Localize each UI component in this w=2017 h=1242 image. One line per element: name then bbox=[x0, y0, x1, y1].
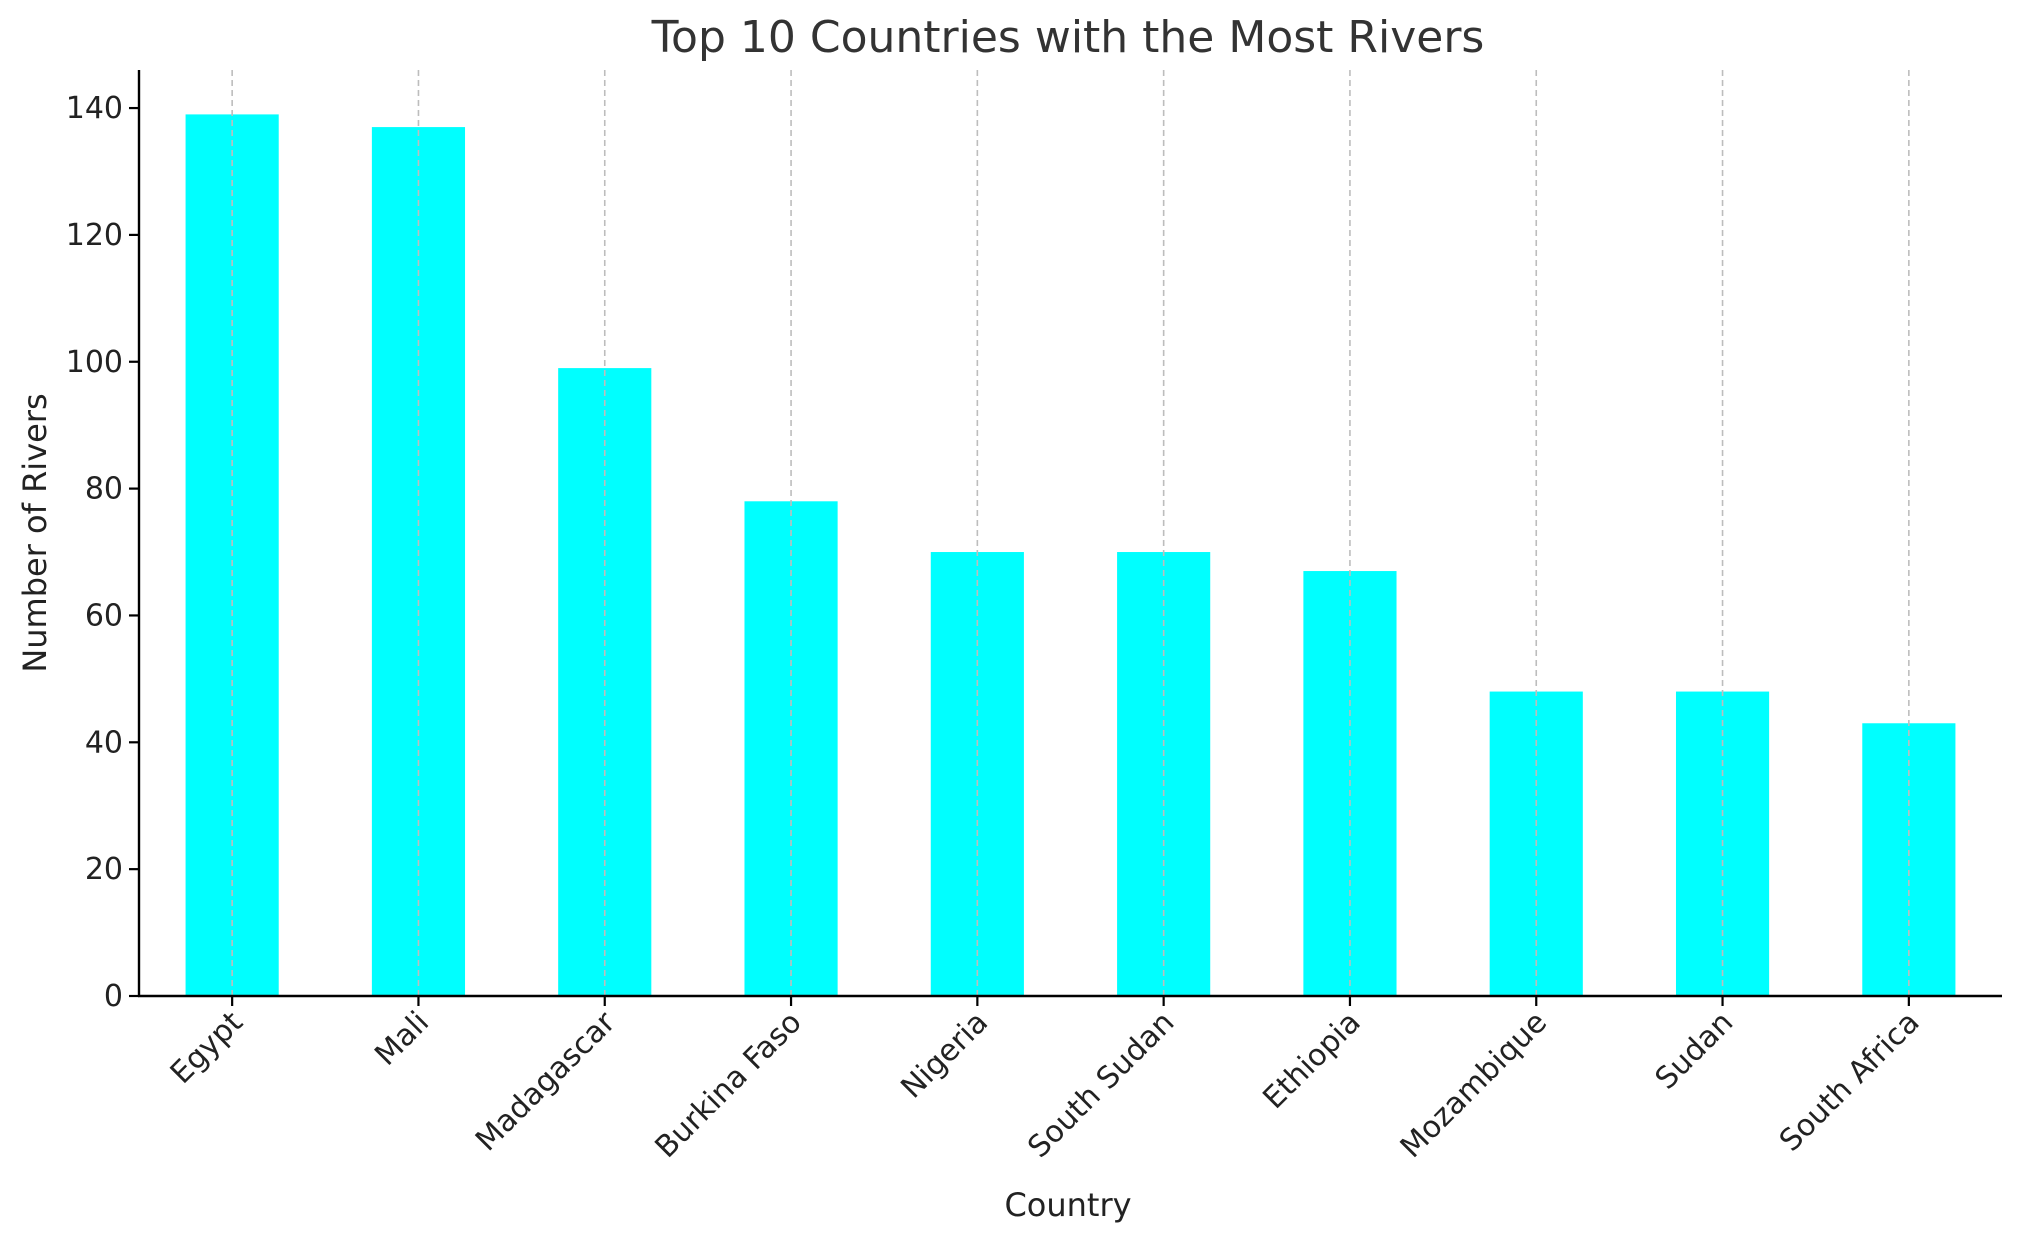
x-ticks: Egypt Mali Madagascar Burkina Faso Nigeria So… bbox=[164, 996, 1927, 1165]
chart-title: Top 10 Countries with the Most Rivers bbox=[651, 12, 1485, 63]
y-tick-label: 0 bbox=[104, 979, 123, 1014]
y-tick-label: 140 bbox=[66, 91, 123, 126]
x-tick-label: Mali bbox=[368, 1005, 436, 1073]
y-tick-label: 120 bbox=[66, 218, 123, 253]
y-tick-label: 20 bbox=[85, 852, 123, 887]
y-tick-label: 40 bbox=[85, 725, 123, 760]
x-tick-label: South Sudan bbox=[1021, 1005, 1181, 1165]
y-ticks: 0 20 40 60 80 100 120 140 bbox=[66, 91, 139, 1014]
x-tick-label: South Africa bbox=[1773, 1005, 1927, 1159]
x-tick-label: Ethiopia bbox=[1256, 1005, 1367, 1116]
bars bbox=[185, 114, 1956, 997]
y-tick-label: 60 bbox=[85, 598, 123, 633]
grid-lines-overlay bbox=[231, 70, 1910, 996]
y-axis-label: Number of Rivers bbox=[16, 393, 54, 672]
x-axis-label: Country bbox=[1004, 1186, 1131, 1224]
y-tick-label: 100 bbox=[66, 345, 123, 380]
x-tick-label: Burkina Faso bbox=[649, 1005, 809, 1165]
y-tick-label: 80 bbox=[85, 472, 123, 507]
x-tick-label: Nigeria bbox=[894, 1005, 995, 1106]
x-tick-label: Egypt bbox=[164, 1005, 250, 1091]
x-tick-label: Madagascar bbox=[469, 1004, 623, 1158]
x-tick-label: Sudan bbox=[1649, 1005, 1741, 1097]
x-tick-label: Mozambique bbox=[1394, 1005, 1554, 1165]
axes bbox=[137, 70, 2002, 998]
